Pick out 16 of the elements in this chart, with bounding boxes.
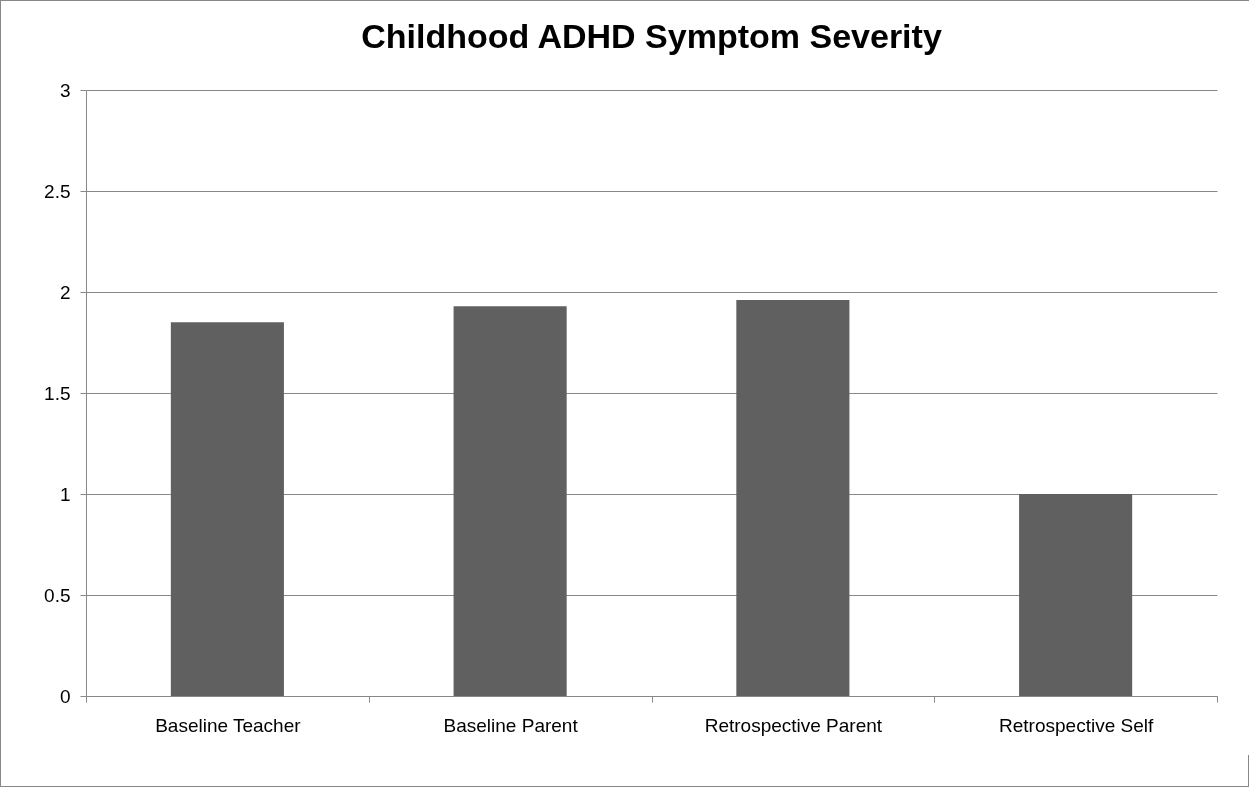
y-tick-label: 1	[59, 483, 71, 505]
y-tick-label: 1.5	[44, 382, 71, 404]
x-tick-label: Retrospective Self	[999, 714, 1154, 736]
y-tick-label: 2.5	[44, 180, 71, 202]
bar	[453, 306, 567, 696]
bar	[736, 300, 850, 696]
y-tick-label: 3	[59, 79, 71, 101]
chart-title: Childhood ADHD Symptom Severity	[361, 17, 942, 55]
bar	[170, 322, 284, 696]
x-tick-label: Baseline Teacher	[155, 714, 302, 736]
y-tick-label: 2	[59, 281, 71, 303]
bar	[1019, 494, 1133, 696]
x-tick-label: Baseline Parent	[443, 714, 579, 736]
y-tick-label: 0.5	[44, 584, 71, 606]
x-tick-label: Retrospective Parent	[704, 714, 883, 736]
y-tick-label: 0	[59, 685, 71, 707]
